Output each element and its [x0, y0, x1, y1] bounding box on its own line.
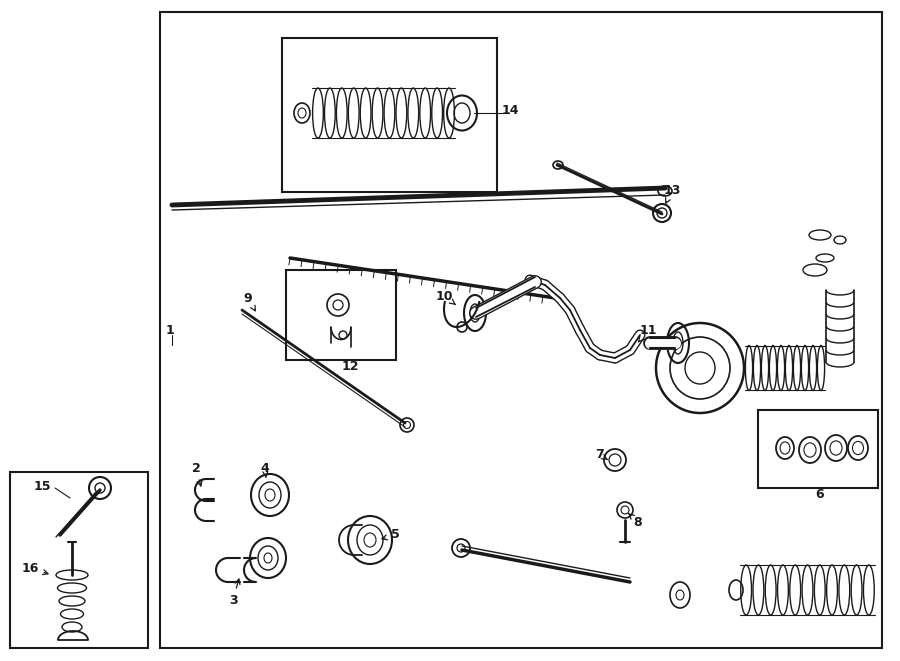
Text: 14: 14 [501, 104, 518, 116]
Bar [286, 270, 396, 360]
Text: 11: 11 [638, 323, 657, 342]
Text: 4: 4 [261, 461, 269, 477]
Text: 3: 3 [229, 579, 240, 607]
Text: 15: 15 [33, 479, 50, 492]
Text: 1: 1 [166, 323, 175, 336]
Text: 8: 8 [629, 514, 643, 529]
Bar [282, 38, 497, 192]
Text: 7: 7 [596, 449, 608, 461]
Text: 9: 9 [244, 292, 256, 311]
Text: 5: 5 [382, 529, 400, 541]
Text: 16: 16 [22, 561, 48, 574]
Text: 6: 6 [815, 488, 824, 502]
Text: 12: 12 [341, 360, 359, 373]
Bar [160, 12, 882, 648]
Text: 2: 2 [192, 461, 202, 486]
Text: 13: 13 [663, 184, 680, 203]
Bar [10, 472, 148, 648]
Bar [758, 410, 878, 488]
Text: 10: 10 [436, 290, 455, 305]
